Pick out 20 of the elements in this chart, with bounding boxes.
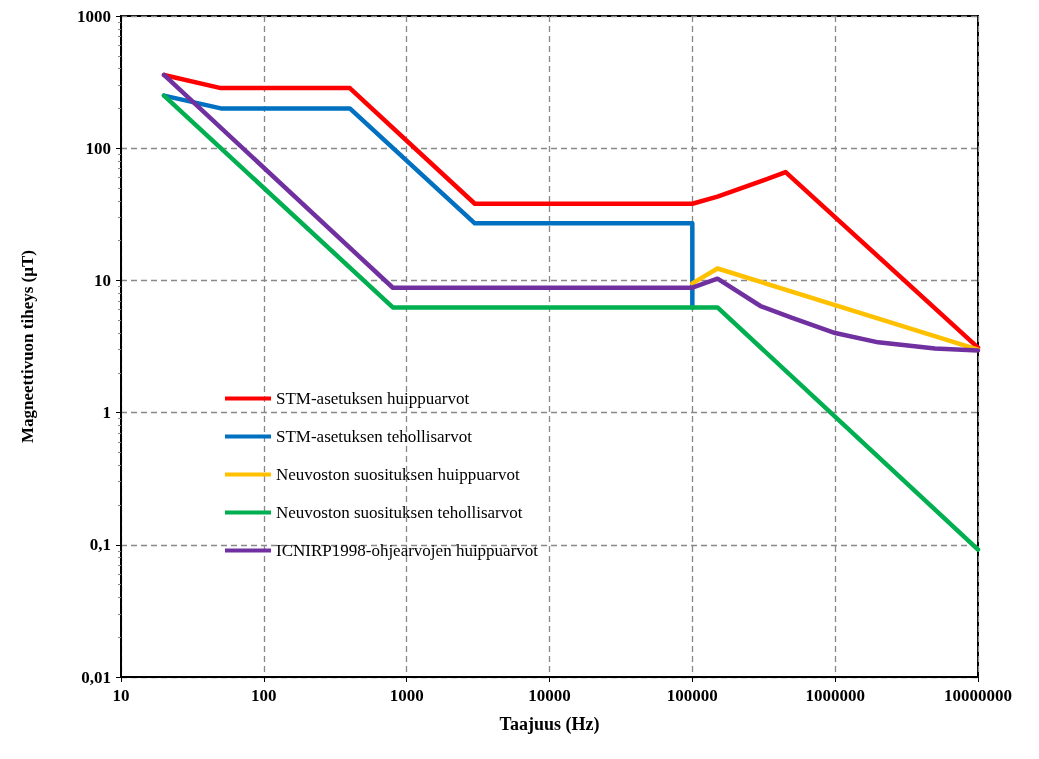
legend-label: Neuvoston suosituksen huippuarvot bbox=[276, 465, 520, 484]
x-tick-label: 10000 bbox=[528, 686, 571, 705]
x-tick-label: 10000000 bbox=[944, 686, 1012, 705]
legend-label: STM-asetuksen huippuarvot bbox=[276, 389, 470, 408]
y-tick-label: 0,01 bbox=[81, 667, 111, 687]
y-tick-label: 100 bbox=[85, 138, 111, 158]
x-tick-label: 100000 bbox=[666, 686, 718, 705]
y-tick-label: 1 bbox=[102, 403, 111, 423]
x-tick-label: 100 bbox=[251, 686, 277, 705]
x-tick-label: 10 bbox=[112, 686, 130, 705]
legend-label: ICNIRP1998-ohjearvojen huippuarvot bbox=[276, 541, 539, 560]
y-axis-title: Magneettivuon tiheys (µT) bbox=[18, 249, 37, 444]
y-tick-label: 10 bbox=[94, 270, 111, 290]
x-tick-label: 1000 bbox=[389, 686, 424, 705]
y-tick-label: 1000 bbox=[77, 6, 111, 26]
legend-label: Neuvoston suosituksen tehollisarvot bbox=[276, 503, 523, 522]
legend-label: STM-asetuksen tehollisarvot bbox=[276, 427, 473, 446]
y-tick-label: 0,1 bbox=[89, 535, 111, 555]
x-tick-label: 1000000 bbox=[805, 686, 865, 705]
x-axis-title: Taajuus (Hz) bbox=[499, 714, 600, 735]
